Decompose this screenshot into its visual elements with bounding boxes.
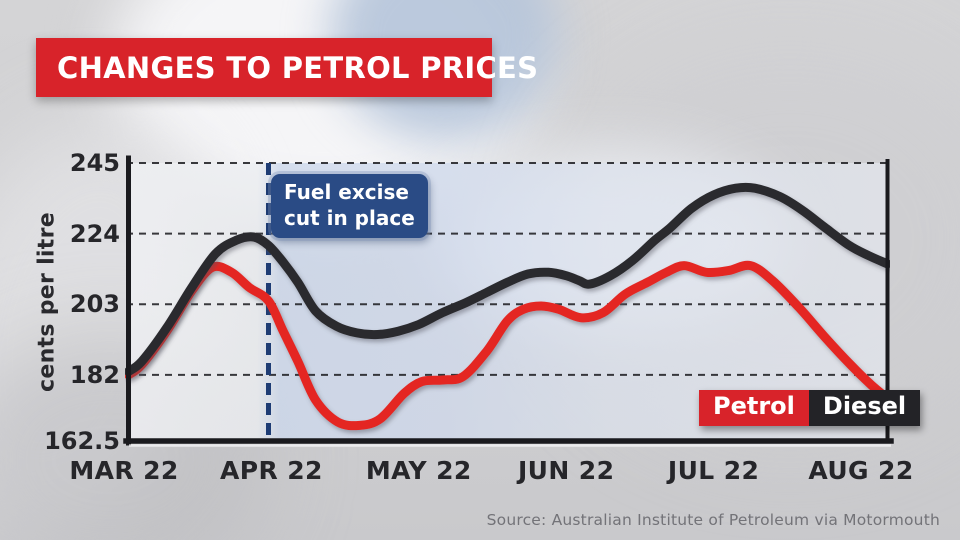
x-tick-label: AUG 22 [808, 456, 914, 485]
y-tick-label: 162.5 [44, 426, 120, 455]
legend: Petrol Diesel [699, 390, 921, 426]
annotation-line-1: Fuel excise [284, 180, 409, 204]
annotation-fuel-excise: Fuel excise cut in place [271, 174, 428, 238]
legend-item-petrol: Petrol [699, 390, 809, 426]
legend-item-diesel: Diesel [808, 390, 921, 426]
y-tick-label: 224 [69, 219, 120, 248]
y-tick-label: 182 [69, 360, 120, 389]
x-tick-label: APR 22 [219, 456, 323, 485]
diesel-line [125, 182, 890, 376]
title-banner: CHANGES TO PETROL PRICES [36, 38, 538, 97]
x-tick-label: MAR 22 [69, 456, 179, 485]
background-photo-blur [430, 150, 790, 330]
x-tick-label: JUL 22 [667, 456, 760, 485]
background-photo-blur [560, 40, 960, 440]
page-title: CHANGES TO PETROL PRICES [57, 50, 539, 85]
x-tick-label: MAY 22 [365, 456, 472, 485]
y-tick-label: 245 [69, 149, 120, 177]
source-attribution: Source: Australian Institute of Petroleu… [486, 511, 940, 529]
y-tick-label: 203 [69, 290, 120, 319]
x-tick-label: JUN 22 [517, 456, 615, 485]
annotation-line-2: cut in place [284, 206, 415, 230]
